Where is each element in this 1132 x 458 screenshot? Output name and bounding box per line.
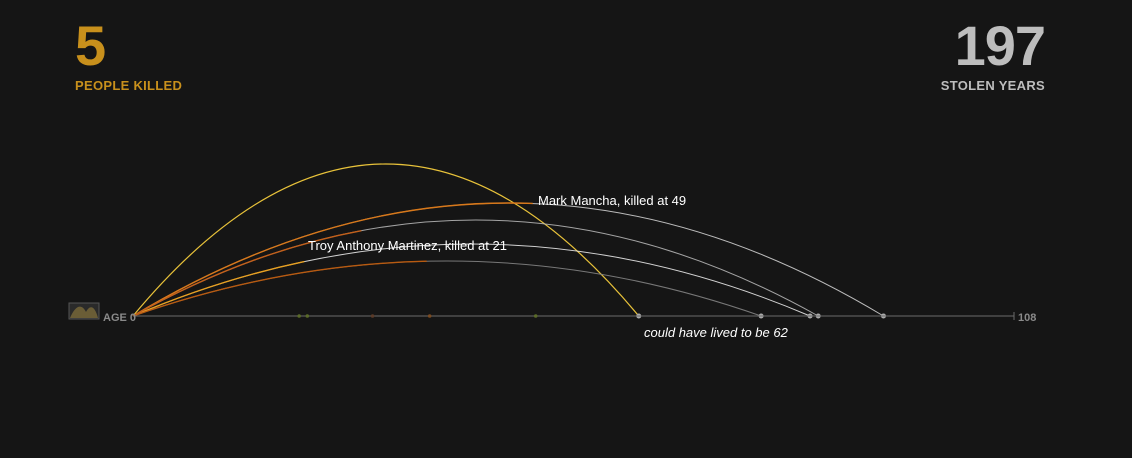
age-marker	[305, 314, 310, 318]
age-marker	[533, 314, 538, 318]
arcs-group	[132, 163, 886, 319]
victim-arc	[132, 243, 813, 319]
stolen-years-label: STOLEN YEARS	[940, 78, 1045, 93]
arc-killed-segment	[132, 229, 362, 317]
age-marker	[427, 314, 432, 318]
arc-label: Troy Anthony Martinez, killed at 21	[308, 238, 507, 253]
stolen-years-stat: 197 STOLEN YEARS	[940, 14, 1046, 93]
age-axis: AGE 0 108	[68, 302, 1036, 324]
stolen-years-count: 197	[954, 14, 1046, 77]
age-axis-label: AGE 0	[103, 312, 136, 324]
age-marker	[297, 314, 301, 318]
arc-killed-segment	[132, 202, 533, 317]
age-axis-max-tick: 108	[1018, 312, 1036, 324]
arc-label: Mark Mancha, killed at 49	[538, 193, 686, 208]
arc-labels-group: could have lived to be 62 Troy Anthony Ma…	[308, 193, 789, 340]
people-killed-count: 5	[75, 14, 106, 77]
age-marker	[370, 314, 375, 318]
victim-arc	[132, 219, 821, 319]
age-distribution-thumbnail-icon	[68, 302, 100, 320]
arc-path	[132, 163, 640, 317]
arc-killed-segment	[132, 260, 305, 317]
arc-killed-segment	[132, 260, 427, 317]
people-killed-label: PEOPLE KILLED	[75, 78, 183, 93]
arc-path	[132, 202, 884, 317]
people-killed-stat: 5 PEOPLE KILLED	[75, 14, 182, 93]
arc-label: could have lived to be 62	[644, 325, 789, 340]
